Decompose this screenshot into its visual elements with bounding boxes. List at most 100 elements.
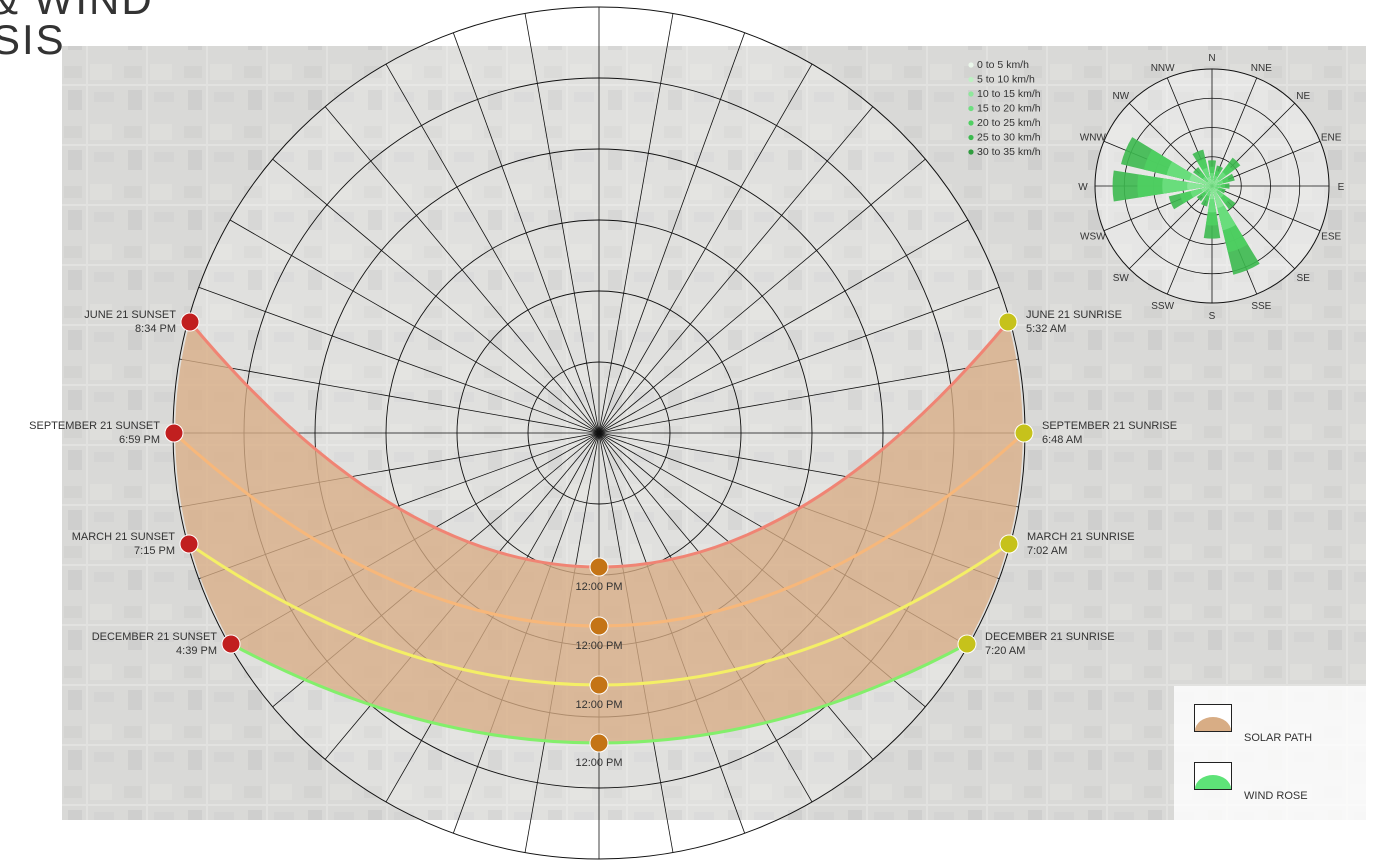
polar-spoke xyxy=(598,158,926,434)
december-sunrise-time: 7:20 AM xyxy=(985,645,1025,657)
june-noon-label: 12:00 PM xyxy=(575,581,622,593)
december-sunrise-label: DECEMBER 21 SUNRISE xyxy=(985,631,1115,643)
sun-path-labels: JUNE 21 SUNSET 8:34 PM JUNE 21 SUNRISE 5:32… xyxy=(29,309,1177,769)
polar-spoke xyxy=(598,13,674,434)
wind-direction-label: NNE xyxy=(1251,63,1272,74)
wind-direction-label: ENE xyxy=(1321,133,1342,144)
solar-path-legend-label: SOLAR PATH xyxy=(1244,732,1313,744)
wind-rose-petal xyxy=(1209,186,1212,192)
wind-rose-petal xyxy=(1208,186,1212,190)
page-title-line-1: & WIND xyxy=(0,0,154,22)
march-noon-marker xyxy=(589,675,609,695)
december-sunset-marker xyxy=(221,634,241,654)
wind-rose-petal xyxy=(1162,178,1212,194)
wind-rose-petal xyxy=(1212,185,1217,187)
wind-speed-swatch xyxy=(968,149,974,155)
march-sunrise-marker xyxy=(999,534,1019,554)
march-sunset-time: 7:15 PM xyxy=(134,545,175,557)
polar-spoke xyxy=(598,286,1000,434)
september-sunrise-time: 6:48 AM xyxy=(1042,434,1082,446)
page-title-line-2: SIS xyxy=(0,16,66,63)
wind-direction-label: SSE xyxy=(1251,301,1271,312)
march-sunrise-time: 7:02 AM xyxy=(1027,545,1067,557)
wind-speed-legend: 0 to 5 km/h 5 to 10 km/h 10 to 15 km/h 15 t… xyxy=(968,59,1041,158)
wind-rose-petal xyxy=(1207,176,1212,186)
june-sunset-label: JUNE 21 SUNSET xyxy=(84,309,176,321)
wind-speed-label: 30 to 35 km/h xyxy=(977,146,1041,158)
june-sunrise-marker xyxy=(998,312,1018,332)
wind-rose-spoke xyxy=(1211,185,1321,232)
june-sunset-marker xyxy=(180,312,200,332)
wind-rose-petal xyxy=(1189,173,1212,186)
wind-direction-label: NE xyxy=(1296,91,1310,102)
wind-speed-label: 25 to 30 km/h xyxy=(977,132,1041,144)
wind-rose-swatch xyxy=(1194,762,1232,790)
wind-direction-label: ESE xyxy=(1321,231,1341,242)
december-sunset-time: 4:39 PM xyxy=(176,645,217,657)
wind-rose-petal xyxy=(1207,181,1212,186)
wind-direction-label: NNW xyxy=(1151,63,1175,74)
solar-path-fill xyxy=(175,322,1023,743)
wind-speed-label: 10 to 15 km/h xyxy=(977,88,1041,100)
wind-rose-petal xyxy=(1212,180,1215,186)
wind-direction-label: W xyxy=(1078,182,1088,193)
wind-rose-spoke xyxy=(1128,185,1213,270)
june-sunrise-time: 5:32 AM xyxy=(1026,323,1066,335)
polar-spoke xyxy=(598,106,874,434)
wind-speed-label: 0 to 5 km/h xyxy=(977,59,1029,71)
wind-rose-petal xyxy=(1212,178,1220,186)
wind-direction-label: N xyxy=(1208,53,1215,64)
polar-spoke xyxy=(598,32,746,434)
march-sunset-marker xyxy=(179,534,199,554)
polar-spoke xyxy=(598,63,813,434)
wind-direction-label: SE xyxy=(1297,273,1311,284)
wind-speed-label: 20 to 25 km/h xyxy=(977,117,1041,129)
wind-speed-swatch xyxy=(968,134,974,141)
june-sunset-time: 8:34 PM xyxy=(135,323,176,335)
december-noon-label: 12:00 PM xyxy=(575,757,622,769)
polar-spoke xyxy=(324,106,600,434)
wind-direction-label: SW xyxy=(1113,273,1130,284)
march-noon-label: 12:00 PM xyxy=(575,699,622,711)
polar-spoke xyxy=(524,13,600,434)
wind-rose-petal xyxy=(1210,179,1214,186)
solar-path-band xyxy=(175,322,1023,743)
wind-rose-petal xyxy=(1212,186,1218,192)
polar-spoke xyxy=(272,158,600,434)
wind-speed-swatch xyxy=(968,91,974,97)
wind-rose-petal xyxy=(1212,186,1224,209)
wind-rose-petal xyxy=(1212,186,1216,188)
wind-speed-swatch xyxy=(968,76,974,83)
march-sunset-label: MARCH 21 SUNSET xyxy=(72,531,176,543)
wind-direction-label: S xyxy=(1209,311,1216,322)
march-sunrise-label: MARCH 21 SUNRISE xyxy=(1027,531,1135,543)
wind-rose-petal xyxy=(1201,186,1212,192)
december-noon-marker xyxy=(589,733,609,753)
polar-spoke xyxy=(198,286,600,434)
wind-direction-label: SSW xyxy=(1151,301,1174,312)
wind-direction-label: WSW xyxy=(1080,231,1106,242)
wind-speed-swatch xyxy=(968,62,974,68)
polar-spoke xyxy=(385,63,600,434)
polar-spoke xyxy=(229,219,600,434)
september-sunset-label: SEPTEMBER 21 SUNSET xyxy=(29,420,160,432)
solar-path-swatch xyxy=(1194,704,1232,732)
wind-speed-swatch xyxy=(968,120,974,126)
wind-rose-petal xyxy=(1209,186,1215,200)
june-sunrise-label: JUNE 21 SUNRISE xyxy=(1026,309,1122,321)
wind-rose-petal xyxy=(1212,182,1218,186)
december-sunrise-marker xyxy=(957,634,977,654)
wind-speed-label: 5 to 10 km/h xyxy=(977,74,1035,86)
september-sunset-time: 6:59 PM xyxy=(119,434,160,446)
sun-position-markers xyxy=(164,312,1034,753)
polar-spoke xyxy=(452,32,600,434)
wind-direction-label: WNW xyxy=(1080,133,1107,144)
polar-spoke xyxy=(598,219,969,434)
polar-spoke xyxy=(179,358,600,434)
september-sunrise-label: SEPTEMBER 21 SUNRISE xyxy=(1042,420,1177,432)
september-sunrise-marker xyxy=(1014,423,1034,443)
wind-rose-legend-label: WIND ROSE xyxy=(1244,790,1308,802)
wind-direction-label: E xyxy=(1338,182,1345,193)
december-sunset-label: DECEMBER 21 SUNSET xyxy=(92,631,218,643)
